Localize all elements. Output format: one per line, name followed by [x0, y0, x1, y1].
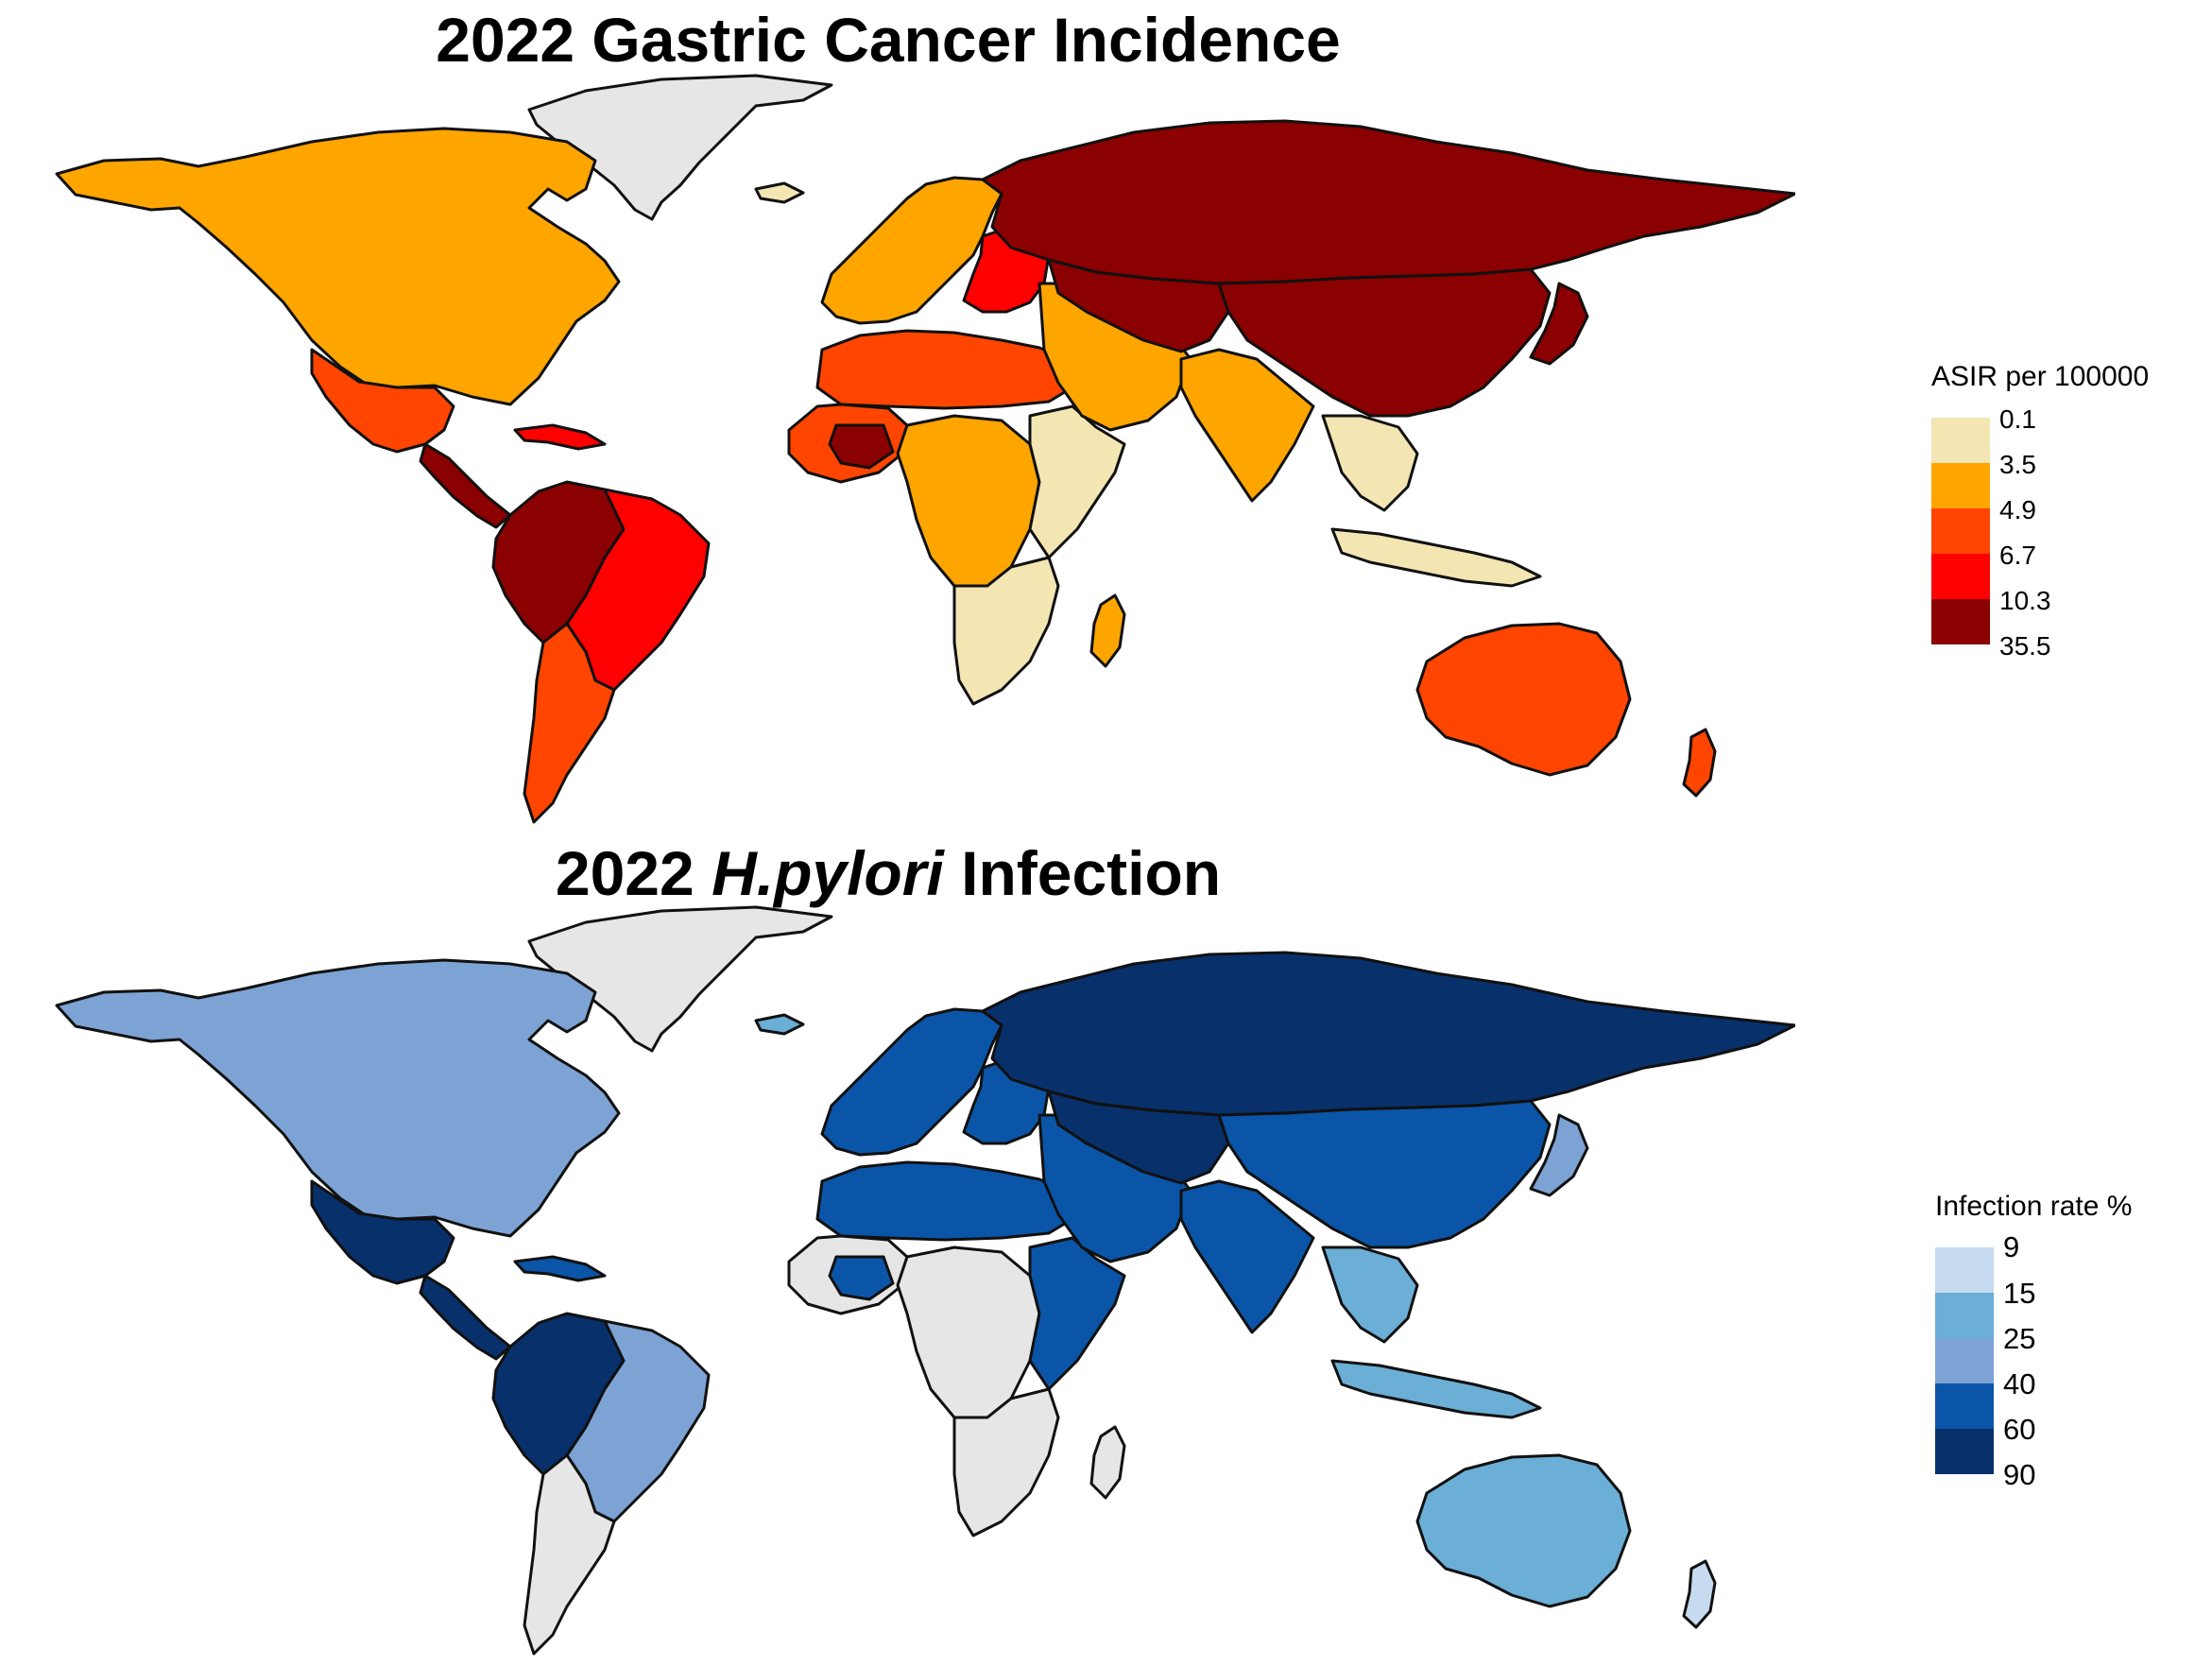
region-east-africa: [1028, 404, 1126, 559]
region-western-europe: [820, 176, 1003, 325]
legend-swatch-5: [1931, 599, 1990, 644]
legend-title: ASIR per 100000: [1931, 361, 2150, 392]
region-southern-africa: [952, 1387, 1060, 1537]
region-north-america: [55, 127, 621, 406]
region-north-america: [55, 958, 621, 1238]
hpylori-world-map: [55, 905, 1795, 1656]
hpylori-panel: 2022 H.pylori Infection Infection rate %…: [0, 832, 2212, 1666]
gastric-cancer-legend: ASIR per 100000 0.1 3.5 4.9 6.7 10.3 35.…: [1931, 361, 2212, 673]
legend-label-5: 60: [2003, 1413, 2036, 1446]
region-caribbean: [513, 423, 607, 451]
legend-swatch-4: [1935, 1383, 1994, 1429]
legend-label-6: 35.5: [1999, 631, 2051, 661]
region-madagascar: [1089, 593, 1126, 668]
legend-label-2: 15: [2003, 1277, 2036, 1310]
region-central-america: [419, 442, 512, 529]
region-iceland: [754, 181, 805, 204]
gastric-cancer-map-title: 2022 Gastric Cancer Incidence: [0, 2, 1776, 77]
legend-swatch-2: [1931, 463, 1990, 508]
legend-label-4: 6.7: [1999, 541, 2036, 570]
legend-label-3: 4.9: [1999, 495, 2036, 524]
legend-swatch-4: [1931, 554, 1990, 599]
legend-swatch-1: [1931, 418, 1990, 463]
region-madagascar: [1089, 1425, 1126, 1500]
legend-label-1: 0.1: [1999, 404, 2036, 434]
region-india: [1179, 1179, 1315, 1334]
region-southeast-asia: [1321, 1245, 1419, 1344]
region-central-america: [419, 1274, 512, 1361]
hpylori-legend: Infection rate % 9 15 25 40 60 90: [1935, 1191, 2212, 1503]
region-southern-cone: [523, 622, 616, 824]
region-new-zealand: [1682, 728, 1717, 798]
title-suffix: Infection: [943, 838, 1222, 908]
region-southern-cone: [523, 1453, 616, 1656]
region-indonesia: [1330, 1359, 1542, 1419]
legend-swatch-5: [1935, 1429, 1994, 1474]
legend-label-5: 10.3: [1999, 586, 2051, 615]
region-southern-africa: [952, 556, 1060, 706]
region-australia: [1415, 622, 1632, 777]
region-west-africa-dark: [828, 1255, 895, 1301]
region-central-asia: [1047, 1090, 1230, 1185]
title-prefix: 2022 Gastric Cancer Incidence: [436, 5, 1341, 75]
region-east-africa: [1028, 1236, 1126, 1391]
region-japan: [1529, 1113, 1589, 1197]
legend-swatch-3: [1931, 508, 1990, 554]
region-china: [1217, 267, 1552, 418]
legend-label-6: 90: [2003, 1458, 2036, 1491]
region-north-africa: [815, 329, 1074, 410]
region-indonesia: [1330, 527, 1542, 588]
region-brazil: [565, 1319, 711, 1523]
region-central-africa: [896, 414, 1041, 588]
region-australia: [1415, 1453, 1632, 1608]
region-caribbean: [513, 1255, 607, 1282]
region-central-asia: [1047, 258, 1230, 353]
region-west-africa-dark: [828, 423, 895, 470]
legend-label-3: 25: [2003, 1322, 2036, 1355]
legend-swatch-1: [1935, 1247, 1994, 1293]
region-brazil: [565, 488, 711, 692]
region-iceland: [754, 1013, 805, 1036]
legend-swatch-3: [1935, 1338, 1994, 1383]
region-russia: [981, 951, 1795, 1117]
hpylori-map-title: 2022 H.pylori Infection: [0, 835, 1776, 911]
region-russia: [981, 119, 1795, 285]
gastric-cancer-world-map: [55, 74, 1795, 824]
legend-label-4: 40: [2003, 1367, 2036, 1400]
gastric-cancer-panel: 2022 Gastric Cancer Incidence ASIR per 1…: [0, 0, 2212, 832]
region-japan: [1529, 282, 1589, 366]
title-prefix: 2022: [555, 838, 712, 908]
title-italic: H.pylori: [712, 838, 944, 908]
region-southeast-asia: [1321, 414, 1419, 512]
region-new-zealand: [1682, 1559, 1717, 1629]
region-central-africa: [896, 1245, 1041, 1419]
legend-swatch-2: [1935, 1293, 1994, 1338]
region-india: [1179, 348, 1315, 503]
region-western-europe: [820, 1007, 1003, 1157]
legend-label-2: 3.5: [1999, 450, 2036, 479]
legend-title: Infection rate %: [1935, 1191, 2133, 1222]
region-china: [1217, 1099, 1552, 1249]
legend-label-1: 9: [2003, 1230, 2020, 1263]
region-north-africa: [815, 1160, 1074, 1242]
